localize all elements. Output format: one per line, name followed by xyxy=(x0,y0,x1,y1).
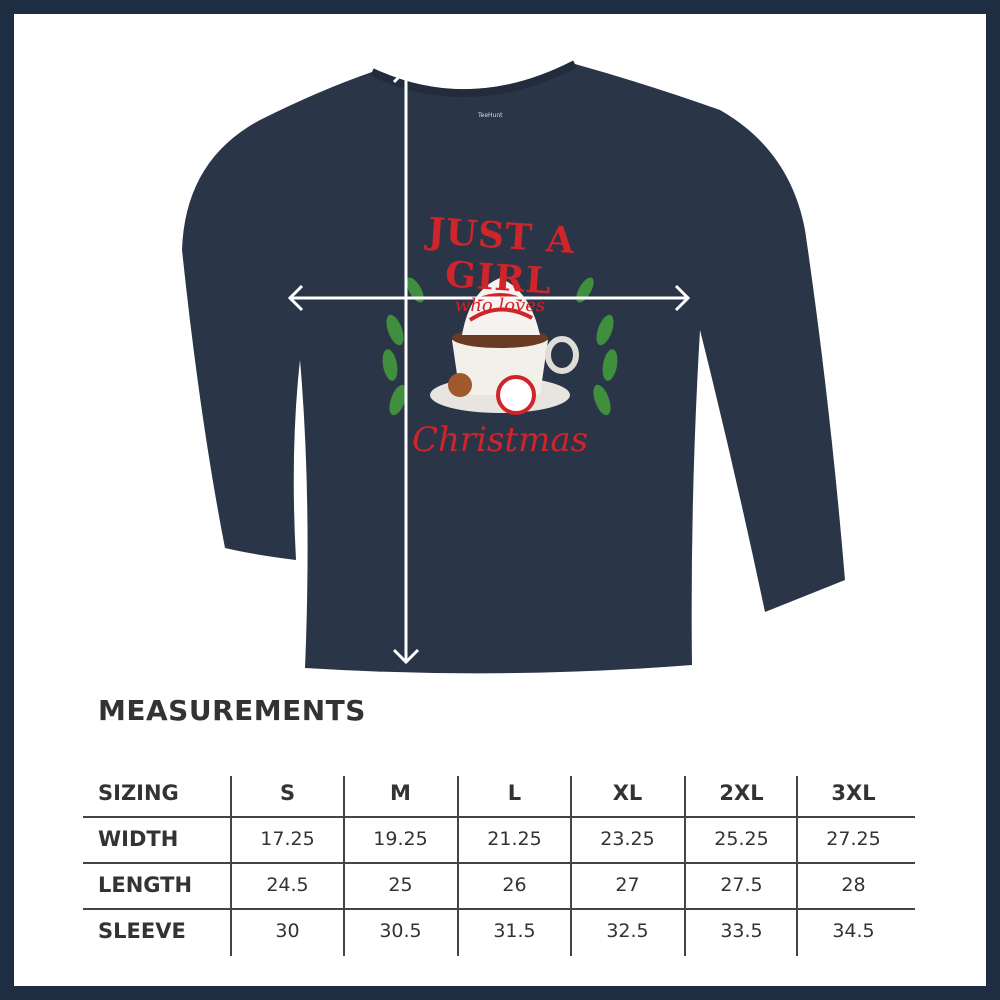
table-cell: 23.25 xyxy=(600,828,655,850)
column-divider xyxy=(230,776,232,956)
shirt-tag: TeeHunt xyxy=(478,112,503,119)
table-cell: 31.5 xyxy=(493,920,536,942)
table-cell: 19.25 xyxy=(373,828,428,850)
measurements-title: MEASUREMENTS xyxy=(98,694,366,727)
size-header-2xl: 2XL xyxy=(719,781,764,805)
size-header-l: L xyxy=(507,781,522,805)
table-cell: 33.5 xyxy=(720,920,763,942)
table-cell: 26 xyxy=(502,874,527,896)
table-cell: 27.25 xyxy=(826,828,881,850)
column-divider xyxy=(570,776,572,956)
table-cell: 34.5 xyxy=(832,920,875,942)
size-header-3xl: 3XL xyxy=(831,781,876,805)
table-cell: 30.5 xyxy=(379,920,422,942)
table-cell: 24.5 xyxy=(266,874,309,896)
shirt-graphic: JUST A GIRL who loves Christmas xyxy=(380,210,620,460)
row-label-length: LENGTH xyxy=(98,873,193,897)
width-arrow xyxy=(287,284,691,312)
row-label-sleeve: SLEEVE xyxy=(98,919,186,943)
size-header-xl: XL xyxy=(612,781,643,805)
row-divider xyxy=(83,862,915,864)
header-sizing-label: SIZING xyxy=(98,781,179,805)
column-divider xyxy=(796,776,798,956)
row-label-width: WIDTH xyxy=(98,827,179,851)
column-divider xyxy=(684,776,686,956)
table-cell: 28 xyxy=(841,874,866,896)
size-header-s: S xyxy=(279,781,296,805)
table-cell: 17.25 xyxy=(260,828,315,850)
row-divider xyxy=(83,816,915,818)
table-cell: 27 xyxy=(615,874,640,896)
table-cell: 21.25 xyxy=(487,828,542,850)
column-divider xyxy=(343,776,345,956)
length-arrow xyxy=(392,67,420,665)
design-line-1: JUST A GIRL xyxy=(426,209,577,303)
laurel-right-icon xyxy=(576,277,618,416)
laurel-left-icon xyxy=(382,277,424,416)
table-cell: 27.5 xyxy=(720,874,763,896)
design-line-2: who loves xyxy=(454,295,546,316)
column-divider xyxy=(457,776,459,956)
size-header-m: M xyxy=(390,781,411,805)
table-cell: 32.5 xyxy=(606,920,649,942)
design-line-3: Christmas xyxy=(411,420,589,460)
table-cell: 25 xyxy=(388,874,413,896)
table-cell: 30 xyxy=(275,920,300,942)
row-divider xyxy=(83,908,915,910)
table-cell: 25.25 xyxy=(714,828,769,850)
